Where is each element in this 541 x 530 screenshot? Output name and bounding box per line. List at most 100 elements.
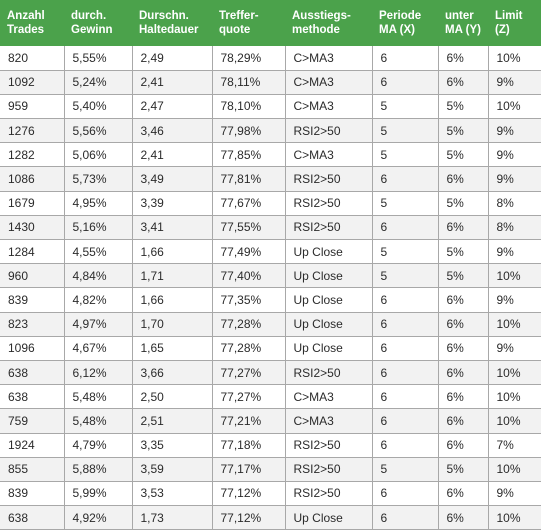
table-row: 855 5,88% 3,59 77,17% RSI2>50 5 5% 10% [0,457,541,482]
cell-period-ma: 5 [371,239,438,265]
cell-avg-profit: 4,67% [63,336,132,361]
cell-exit-method: RSI2>50 [284,118,372,144]
table-row: 759 5,48% 2,51 77,21% C>MA3 6 6% 10% [0,408,541,434]
cell-exit-method: RSI2>50 [284,360,372,386]
cell-trades: 839 [0,481,64,507]
cell-hit-rate: 77,98% [211,118,285,144]
header-below-ma: unter MA (Y) [438,0,488,46]
cell-period-ma: 5 [371,94,438,120]
table-row: 1086 5,73% 3,49 77,81% RSI2>50 6 6% 9% [0,166,541,192]
table-row: 839 4,82% 1,66 77,35% Up Close 6 6% 9% [0,287,541,313]
cell-limit: 10% [487,360,541,386]
table-row: 823 4,97% 1,70 77,28% Up Close 6 6% 10% [0,312,541,337]
cell-trades: 960 [0,263,64,289]
cell-exit-method: RSI2>50 [284,215,372,241]
header-line1: unter [445,10,474,22]
cell-exit-method: Up Close [284,263,372,289]
cell-holding-period: 3,41 [131,215,212,241]
header-period-ma: Periode MA (X) [372,0,438,46]
cell-exit-method: Up Close [284,312,372,337]
cell-exit-method: C>MA3 [284,142,372,168]
cell-exit-method: RSI2>50 [284,433,372,458]
header-line1: Treffer- [219,10,259,22]
cell-hit-rate: 78,10% [211,94,285,120]
cell-exit-method: C>MA3 [284,408,372,434]
cell-limit: 10% [487,384,541,410]
header-limit: Limit (Z) [488,0,541,46]
cell-avg-profit: 4,84% [63,263,132,289]
cell-limit: 9% [487,287,541,313]
cell-hit-rate: 78,29% [211,46,285,71]
header-line2: Trades [7,24,45,36]
cell-limit: 10% [487,263,541,289]
cell-holding-period: 2,51 [131,408,212,434]
cell-exit-method: RSI2>50 [284,457,372,482]
header-line1: Limit [495,10,523,22]
cell-below-ma: 6% [437,166,488,192]
cell-period-ma: 6 [371,70,438,95]
table-row: 1092 5,24% 2,41 78,11% C>MA3 6 6% 9% [0,70,541,95]
cell-holding-period: 2,50 [131,384,212,410]
cell-avg-profit: 5,40% [63,94,132,120]
table-body: 820 5,55% 2,49 78,29% C>MA3 6 6% 10% 1092 5,24% 2,… [0,46,541,530]
cell-below-ma: 5% [437,118,488,144]
cell-avg-profit: 5,24% [63,70,132,95]
cell-avg-profit: 4,92% [63,505,132,530]
cell-hit-rate: 77,28% [211,312,285,337]
cell-limit: 10% [487,312,541,337]
cell-below-ma: 5% [437,457,488,482]
cell-below-ma: 6% [437,215,488,241]
header-line2: (Z) [495,24,510,36]
cell-exit-method: Up Close [284,287,372,313]
cell-trades: 638 [0,505,64,530]
cell-trades: 820 [0,46,64,71]
cell-hit-rate: 78,11% [211,70,285,95]
cell-below-ma: 6% [437,46,488,71]
cell-hit-rate: 77,40% [211,263,285,289]
cell-avg-profit: 4,82% [63,287,132,313]
cell-limit: 10% [487,457,541,482]
cell-holding-period: 3,35 [131,433,212,458]
header-line2: MA (X) [379,24,415,36]
cell-avg-profit: 4,97% [63,312,132,337]
cell-avg-profit: 5,48% [63,408,132,434]
cell-hit-rate: 77,81% [211,166,285,192]
cell-hit-rate: 77,12% [211,505,285,530]
cell-trades: 1282 [0,142,64,168]
cell-holding-period: 1,71 [131,263,212,289]
cell-exit-method: RSI2>50 [284,481,372,507]
cell-period-ma: 5 [371,191,438,216]
cell-period-ma: 6 [371,505,438,530]
cell-hit-rate: 77,21% [211,408,285,434]
cell-limit: 9% [487,239,541,265]
table-row: 1284 4,55% 1,66 77,49% Up Close 5 5% 9% [0,239,541,265]
cell-period-ma: 6 [371,384,438,410]
cell-avg-profit: 5,88% [63,457,132,482]
cell-trades: 1430 [0,215,64,241]
cell-below-ma: 6% [437,408,488,434]
cell-trades: 855 [0,457,64,482]
cell-below-ma: 6% [437,384,488,410]
header-line2: quote [219,24,251,36]
cell-below-ma: 6% [437,70,488,95]
cell-limit: 10% [487,408,541,434]
cell-avg-profit: 5,55% [63,46,132,71]
cell-hit-rate: 77,12% [211,481,285,507]
cell-period-ma: 6 [371,215,438,241]
cell-avg-profit: 4,79% [63,433,132,458]
cell-hit-rate: 77,28% [211,336,285,361]
header-line1: durch. [71,10,107,22]
cell-trades: 759 [0,408,64,434]
cell-holding-period: 3,59 [131,457,212,482]
table-row: 1282 5,06% 2,41 77,85% C>MA3 5 5% 9% [0,142,541,168]
cell-holding-period: 1,66 [131,239,212,265]
table-row: 638 6,12% 3,66 77,27% RSI2>50 6 6% 10% [0,360,541,386]
cell-period-ma: 6 [371,312,438,337]
cell-avg-profit: 6,12% [63,360,132,386]
cell-exit-method: C>MA3 [284,70,372,95]
cell-holding-period: 2,49 [131,46,212,71]
cell-exit-method: C>MA3 [284,46,372,71]
cell-holding-period: 2,47 [131,94,212,120]
